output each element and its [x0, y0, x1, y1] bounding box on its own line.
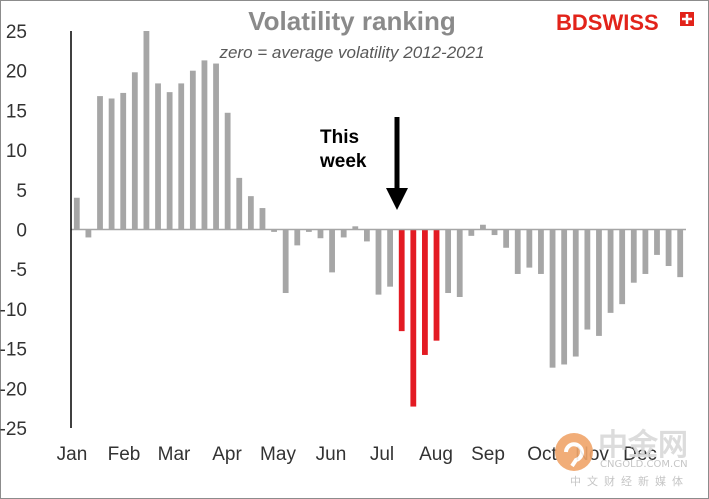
- x-tick-label: Sep: [471, 444, 505, 465]
- y-tick-label: 15: [6, 101, 27, 122]
- x-tick-label: Oct: [527, 444, 557, 465]
- x-tick-label: Jun: [316, 444, 347, 465]
- bar: [642, 229, 649, 274]
- x-tick-label: Dec: [623, 444, 657, 465]
- this-week-annotation: This week: [319, 117, 408, 210]
- bar: [352, 226, 359, 230]
- bar: [375, 229, 382, 295]
- bar-highlight: [398, 229, 405, 332]
- bar: [630, 229, 637, 283]
- bar: [538, 229, 544, 274]
- x-tick-label: Aug: [419, 444, 453, 465]
- watermark: 中金网 CNGOLD.COM.CN 中文财经新媒体: [555, 428, 689, 488]
- bar-series: [73, 31, 684, 407]
- bar: [317, 229, 324, 239]
- bar: [526, 229, 533, 268]
- bar: [97, 96, 103, 230]
- bar: [189, 70, 196, 230]
- bar: [201, 60, 208, 230]
- bar: [259, 208, 266, 230]
- x-tick-label: Jul: [370, 444, 394, 465]
- bar: [247, 196, 254, 230]
- watermark-tagline: 中文财经新媒体: [570, 474, 689, 488]
- y-tick-label: 0: [16, 221, 27, 242]
- y-tick-label: 20: [6, 62, 27, 83]
- bar: [387, 229, 393, 287]
- svg-text:BDSWISS: BDSWISS: [556, 10, 659, 35]
- bar: [166, 92, 173, 230]
- bar: [305, 229, 312, 232]
- chart-title: Volatility ranking: [248, 6, 456, 36]
- x-tick-label: Jan: [57, 444, 88, 465]
- chart-subtitle: zero = average volatility 2012-2021: [218, 43, 484, 62]
- y-tick-label: 10: [6, 141, 27, 162]
- x-tick-label: May: [260, 444, 296, 465]
- bar: [271, 229, 277, 232]
- bar: [491, 229, 498, 236]
- bar: [561, 229, 568, 365]
- bar: [155, 83, 161, 230]
- bar: [596, 229, 602, 336]
- bar: [120, 92, 127, 230]
- bar: [654, 229, 660, 255]
- bar: [572, 229, 579, 357]
- logo-plus-icon: [682, 14, 692, 24]
- bar: [514, 229, 521, 274]
- bar: [294, 229, 301, 246]
- bar: [665, 229, 672, 267]
- bar: [340, 229, 347, 238]
- bar: [213, 63, 219, 230]
- annotation-line-1: This: [320, 127, 359, 148]
- bar: [619, 229, 626, 305]
- bar: [584, 229, 591, 330]
- bar: [677, 229, 684, 278]
- bar-highlight: [433, 229, 440, 341]
- y-tick-label: -5: [10, 260, 27, 281]
- bar: [282, 229, 289, 294]
- bar: [456, 229, 463, 297]
- y-tick-label: 5: [16, 181, 27, 202]
- arrow-down-icon: [386, 188, 408, 210]
- bar: [549, 229, 556, 368]
- y-tick-label: -20: [0, 379, 27, 400]
- bar: [143, 31, 150, 230]
- bar-highlight: [410, 229, 417, 407]
- bar: [607, 229, 614, 313]
- bar-highlight: [422, 229, 428, 355]
- logo-swiss: SWISS: [588, 10, 659, 35]
- bar: [224, 112, 231, 230]
- x-tick-label: Mar: [158, 444, 191, 465]
- x-tick-labels: JanFebMarAprMayJunJulAugSepOctNovDec: [57, 444, 657, 465]
- y-tick-labels: 25 20 15 10 5 0 -5 -10 -15 -20 -25: [0, 22, 27, 440]
- watermark-main: 中金网: [598, 428, 688, 463]
- bar: [503, 229, 510, 248]
- bar: [364, 229, 370, 242]
- watermark-logo-icon: [555, 433, 593, 471]
- y-tick-label: -15: [0, 340, 27, 361]
- bar: [108, 98, 115, 230]
- bar: [236, 177, 243, 230]
- brand-logo: BDSWISS: [556, 10, 694, 35]
- y-tick-label: 25: [6, 22, 27, 43]
- logo-bd: BD: [556, 10, 588, 35]
- bar: [468, 229, 475, 236]
- bar: [480, 224, 486, 230]
- bar: [73, 197, 80, 230]
- bar: [178, 83, 185, 230]
- y-tick-label: -25: [0, 419, 27, 440]
- x-tick-label: Feb: [108, 444, 141, 465]
- y-tick-label: -10: [0, 300, 27, 321]
- bar: [85, 229, 92, 238]
- x-tick-label: Apr: [212, 444, 242, 465]
- watermark-domain: CNGOLD.COM.CN: [600, 459, 688, 470]
- bar: [131, 72, 138, 230]
- bar: [329, 229, 335, 273]
- annotation-line-2: week: [319, 151, 367, 172]
- bar: [445, 229, 452, 294]
